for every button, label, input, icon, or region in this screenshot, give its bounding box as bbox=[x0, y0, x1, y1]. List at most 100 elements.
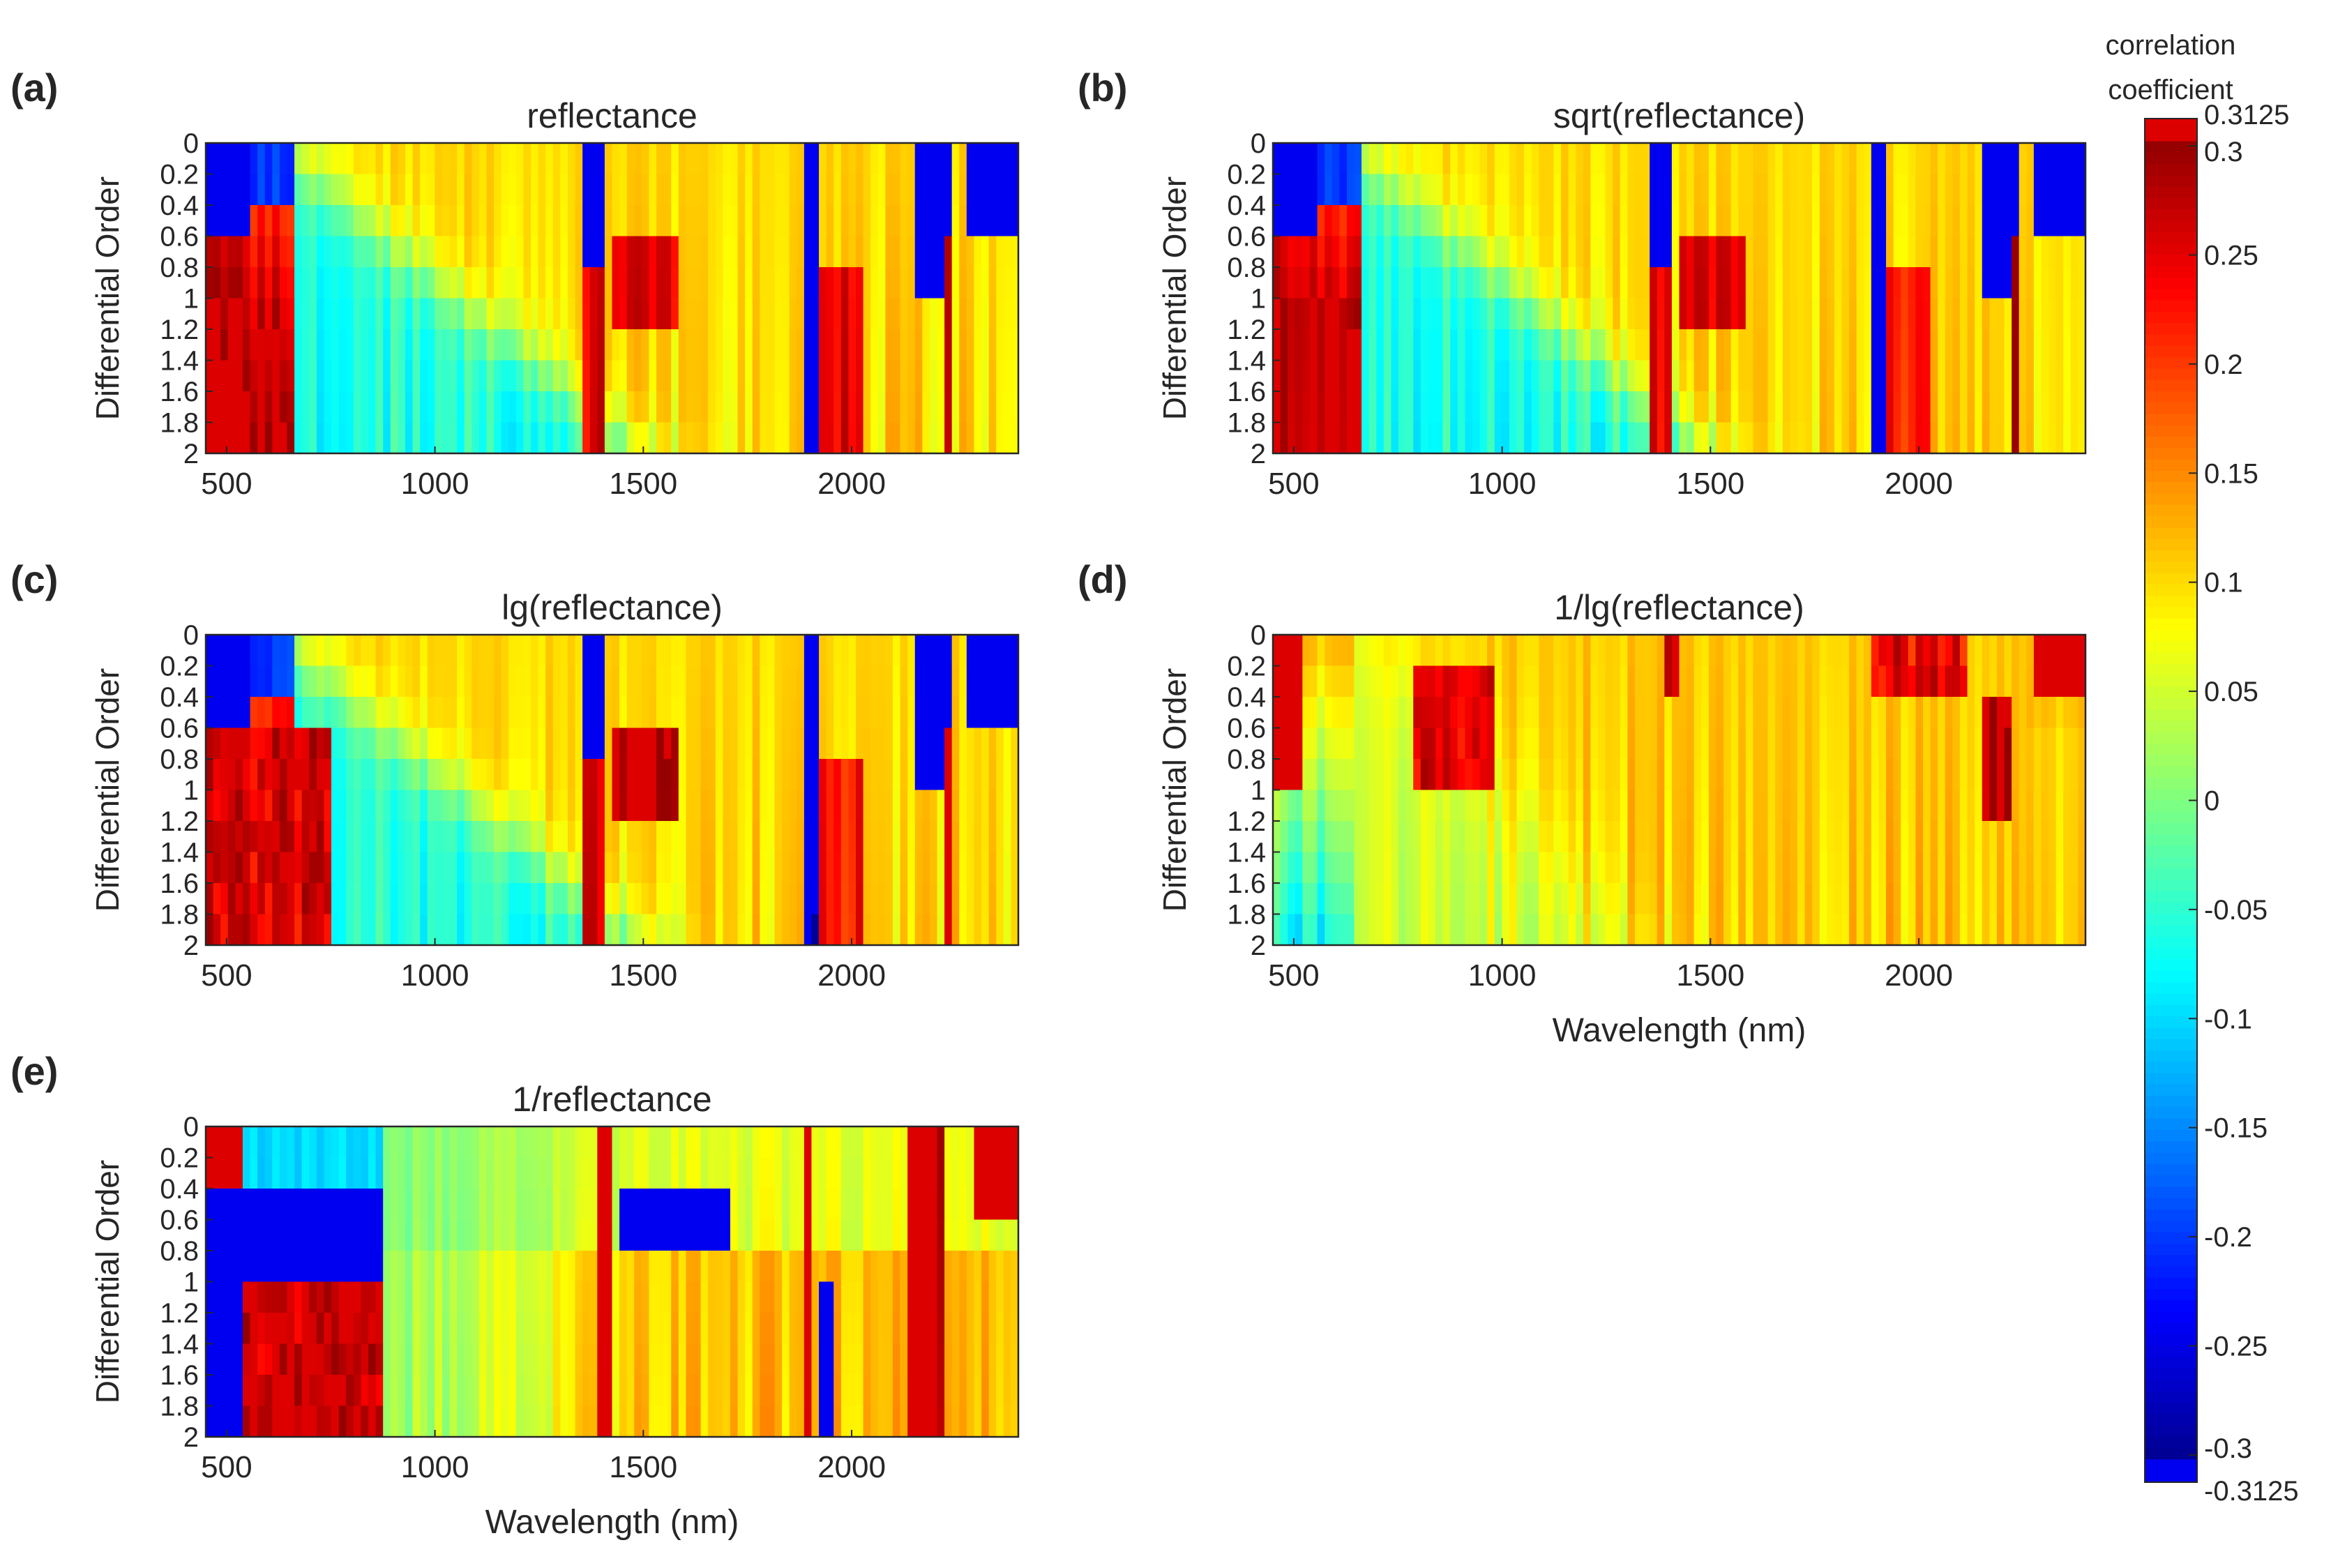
heatmap-cell bbox=[472, 635, 480, 667]
heatmap-cell bbox=[1509, 759, 1518, 791]
heatmap-cell bbox=[826, 298, 834, 330]
heatmap-cell bbox=[1930, 883, 1938, 915]
heatmap-cell bbox=[442, 1219, 451, 1251]
heatmap-cell bbox=[1753, 267, 1761, 299]
heatmap-cell bbox=[501, 821, 509, 853]
heatmap-cell bbox=[944, 329, 953, 361]
heatmap-cell bbox=[1524, 298, 1532, 330]
heatmap-cell bbox=[2012, 635, 2020, 667]
heatmap-cell bbox=[1354, 174, 1362, 206]
heatmap-cell bbox=[937, 665, 945, 698]
heatmap-cell bbox=[531, 143, 539, 175]
heatmap-cell bbox=[1908, 205, 1917, 237]
heatmap-cell bbox=[1753, 360, 1761, 392]
heatmap-cell bbox=[2055, 665, 2064, 698]
heatmap-cell bbox=[478, 236, 488, 268]
heatmap-cell bbox=[2026, 821, 2035, 853]
y-tick-label: 0 bbox=[183, 620, 199, 651]
heatmap-cell bbox=[1723, 635, 1732, 667]
heatmap-cell bbox=[840, 728, 850, 760]
heatmap-cell bbox=[227, 329, 236, 361]
heatmap-cell bbox=[206, 329, 214, 361]
heatmap-cell bbox=[1011, 852, 1019, 884]
heatmap-cell bbox=[346, 267, 354, 299]
heatmap-cell bbox=[863, 236, 871, 268]
heatmap-cell bbox=[420, 360, 428, 392]
heatmap-cell bbox=[1745, 697, 1754, 729]
heatmap-cell bbox=[1901, 635, 1909, 667]
heatmap-cell bbox=[427, 759, 435, 791]
heatmap-cell bbox=[1923, 236, 1931, 268]
heatmap-cell bbox=[1620, 422, 1628, 454]
heatmap-cell bbox=[1332, 665, 1340, 698]
heatmap-cell bbox=[1561, 236, 1569, 268]
heatmap-cell bbox=[1915, 759, 1924, 791]
heatmap-cell bbox=[612, 360, 620, 392]
heatmap-cell bbox=[1383, 821, 1392, 853]
heatmap-cell bbox=[206, 267, 214, 299]
heatmap-cell bbox=[914, 1126, 923, 1159]
heatmap-cell bbox=[730, 205, 739, 237]
heatmap-cell bbox=[435, 852, 443, 884]
heatmap-cell bbox=[1309, 914, 1318, 946]
heatmap-cell bbox=[1524, 205, 1532, 237]
heatmap-cell bbox=[1465, 360, 1473, 392]
heatmap-cell bbox=[1812, 143, 1820, 175]
heatmap-cell bbox=[353, 635, 362, 667]
heatmap-cell bbox=[264, 391, 273, 423]
heatmap-cell bbox=[641, 329, 650, 361]
heatmap-cell bbox=[959, 665, 967, 698]
heatmap-cell bbox=[678, 329, 687, 361]
heatmap-cell bbox=[1457, 360, 1465, 392]
heatmap-cell bbox=[235, 205, 243, 237]
heatmap-cell bbox=[1856, 391, 1864, 423]
heatmap-cell bbox=[1930, 759, 1938, 791]
heatmap-cell bbox=[1945, 329, 1953, 361]
heatmap-cell bbox=[811, 914, 820, 946]
heatmap-cell bbox=[1982, 852, 1990, 884]
heatmap-cell bbox=[723, 697, 731, 729]
heatmap-cell bbox=[730, 852, 739, 884]
heatmap-cell bbox=[634, 422, 642, 454]
heatmap-cell bbox=[1524, 852, 1532, 884]
heatmap-cell bbox=[1605, 914, 1613, 946]
heatmap-cell bbox=[1524, 391, 1532, 423]
heatmap-cell bbox=[250, 236, 258, 268]
heatmap-cell bbox=[2033, 267, 2042, 299]
heatmap-cell bbox=[1332, 852, 1340, 884]
heatmap-cell bbox=[686, 665, 694, 698]
heatmap-cell bbox=[641, 1157, 650, 1189]
heatmap-cell bbox=[1509, 174, 1518, 206]
heatmap-cell bbox=[774, 728, 783, 760]
heatmap-cell bbox=[1886, 205, 1894, 237]
heatmap-cell bbox=[1767, 422, 1776, 454]
heatmap-cell bbox=[515, 174, 525, 206]
heatmap-cell bbox=[435, 883, 443, 915]
heatmap-cell bbox=[959, 298, 967, 330]
heatmap-cell bbox=[316, 759, 325, 791]
heatmap-cell bbox=[1003, 267, 1012, 299]
heatmap-cell bbox=[1945, 883, 1953, 915]
heatmap-cell bbox=[235, 1126, 243, 1159]
heatmap-cell bbox=[227, 1157, 236, 1189]
heatmap-cell bbox=[1465, 883, 1473, 915]
heatmap-cell bbox=[1003, 236, 1012, 268]
heatmap-cell bbox=[1945, 422, 1953, 454]
heatmap-cell bbox=[1590, 635, 1599, 667]
heatmap-cell bbox=[907, 143, 916, 175]
heatmap-cell bbox=[737, 143, 746, 175]
heatmap-cell bbox=[1627, 267, 1636, 299]
heatmap-cell bbox=[877, 883, 886, 915]
heatmap-cell bbox=[1908, 391, 1917, 423]
heatmap-cell bbox=[693, 728, 702, 760]
heatmap-cell bbox=[1003, 728, 1012, 760]
heatmap-cell bbox=[671, 790, 679, 822]
heatmap-cell bbox=[1738, 852, 1747, 884]
heatmap-cell bbox=[877, 422, 886, 454]
heatmap-cell bbox=[464, 236, 472, 268]
heatmap-cell bbox=[545, 329, 554, 361]
heatmap-cell bbox=[398, 205, 406, 237]
heatmap-cell bbox=[1613, 360, 1621, 392]
heatmap-cell bbox=[959, 635, 967, 667]
heatmap-cell bbox=[1011, 665, 1019, 698]
